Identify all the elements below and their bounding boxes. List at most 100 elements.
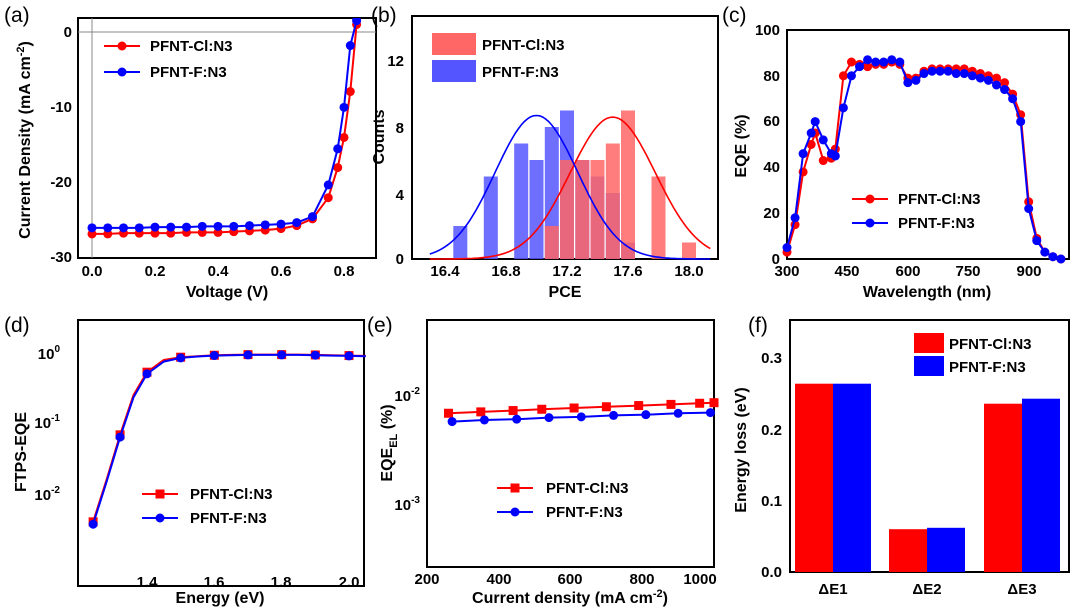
legend-marker-red [117,41,127,51]
panel-c-series-1-point [818,135,828,145]
panel-a-xlabel: Voltage (V) [186,284,268,301]
panel-f-xtick: ΔE3 [1007,581,1036,598]
panel-d-series-1-point [209,351,219,361]
legend-marker-red [510,483,520,493]
panel-a-series-1-point [87,223,97,233]
panel-c-legend: PFNT-Cl:N3 PFNT-F:N3 [852,191,981,232]
panel-f-legend-2: PFNT-F:N3 [949,359,1026,376]
panel-b-bar-s0 [575,160,590,259]
panel-c-plot [782,55,1066,264]
panel-c-series-1-point [975,73,985,83]
panel-c-series-1-point [1000,85,1010,95]
panel-a-series-1-point [339,102,349,112]
panel-e-series-0-point [666,399,676,409]
panel-d-legend-1: PFNT-Cl:N3 [190,486,273,503]
panel-f-xtick: ΔE1 [818,581,847,598]
panel-a-series-1-point [333,144,343,154]
panel-f-bar-ΔE3-s0 [984,403,1022,572]
legend-swatch-blue [432,60,476,82]
panel-e-xtick: 600 [557,571,582,588]
panel-e-series-0-point [537,404,547,414]
panel-c-series-1-point [879,57,889,67]
panel-b-xtick: 17.6 [613,263,642,280]
legend-marker-red [865,194,875,204]
panel-a-xtick: 0.0 [82,263,103,280]
panel-c-series-1-point [846,71,856,81]
panel-d-label: (d) [4,314,30,337]
panel-d-ytick: 10-2 [34,485,60,504]
panel-f-xtick: ΔE2 [912,581,941,598]
panel-c: (c) 300 450 600 750 900 0 20 40 60 80 10… [722,4,1070,301]
panel-a-series-1-point [213,221,223,231]
panel-b-fit-0 [429,116,711,260]
panel-b-bar-s0 [605,143,620,259]
panel-c-series-1-point [871,57,881,67]
panel-a-series-1-point [323,180,333,190]
panel-b-xtick: 17.2 [552,263,581,280]
panel-a-series-1-point [119,223,128,233]
panel-c-series-1-point [790,213,800,223]
panel-e-plot [444,398,719,427]
panel-b-legend: PFNT-Cl:N3 PFNT-F:N3 [432,33,565,82]
panel-d-ylabel: FTPS-EQE [13,412,30,492]
panel-e-legend-2: PFNT-F:N3 [546,504,623,521]
panel-c-series-1-point [810,117,820,127]
panel-a-legend-1: PFNT-Cl:N3 [150,38,233,55]
panel-a-series-1-point [245,221,254,231]
panel-e-series-0-point [695,398,705,408]
panel-d-legend-2: PFNT-F:N3 [190,510,267,527]
panel-e-series-1-point [576,412,586,422]
panel-b-label: (b) [371,4,397,27]
panel-f-bar-ΔE3-s1 [1022,398,1060,572]
panel-c-series-1-point [1008,94,1018,104]
panel-b-bar-s0 [560,160,574,259]
panel-a-series-1-point [134,223,144,233]
panel-b-xtick: 18.0 [674,263,703,280]
panel-a-series-1-point [103,223,113,233]
panel-e-xtick: 800 [629,571,654,588]
panel-b-bar-s0 [682,242,696,259]
panel-c-series-1-point [983,75,993,85]
panel-d-xtick: 1.6 [204,574,225,591]
panel-c-series-1-point [806,128,816,138]
panel-a-series-1-point [345,41,355,51]
panel-b-ylabel: Counts [371,109,388,164]
panel-c-series-0-point [846,57,856,67]
panel-f-legend: PFNT-Cl:N3 PFNT-F:N3 [914,333,1032,376]
panel-e-legend-1: PFNT-Cl:N3 [546,480,629,497]
panel-c-xtick: 900 [1016,263,1041,280]
panel-f-bar-ΔE2-s0 [889,529,927,572]
panel-e-series-1-point [447,417,457,427]
panel-a: (a) 0.0 0.2 0.4 0.6 0.8 0 -10 -20 -30 Vo… [4,4,377,301]
panel-a-series-1-point [150,222,160,232]
panel-c-ytick: 20 [763,205,780,222]
panel-b-fit-1 [429,114,711,260]
panel-a-ytick: -30 [50,249,72,266]
panel-a-xtick: 0.2 [145,263,166,280]
panel-c-legend-2: PFNT-F:N3 [898,215,975,232]
panel-b-legend-1: PFNT-Cl:N3 [482,37,565,54]
panel-a-ylabel: Current Density (mA cm-2) [15,41,34,239]
panel-c-label: (c) [722,4,747,27]
panel-c-series-0-point [838,71,848,81]
panel-c-series-1-point [1040,247,1050,257]
panel-b-bar-s0 [544,226,559,259]
panel-b-ytick: 8 [396,120,404,137]
panel-a-xtick: 0.6 [271,263,292,280]
legend-marker-blue [155,513,165,523]
panel-f-bar-ΔE2-s1 [927,527,965,572]
panel-b-bar-s0 [651,176,666,259]
panel-c-series-1-point [1048,252,1058,262]
panel-c-frame [786,29,1070,260]
panel-a-plot [87,18,362,239]
panel-c-ytick: 60 [763,113,780,130]
panel-c-xtick: 750 [955,263,980,280]
panel-c-series-1-point [830,151,840,161]
panel-b-xlabel: PCE [549,284,582,301]
panel-c-series-1-point [798,149,808,159]
panel-b-plot [429,110,711,260]
panel-d-series-1-point [176,353,186,363]
legend-marker-red [155,489,165,499]
panel-a-series-0-point [339,132,349,142]
panel-c-series-1-point [919,69,929,79]
